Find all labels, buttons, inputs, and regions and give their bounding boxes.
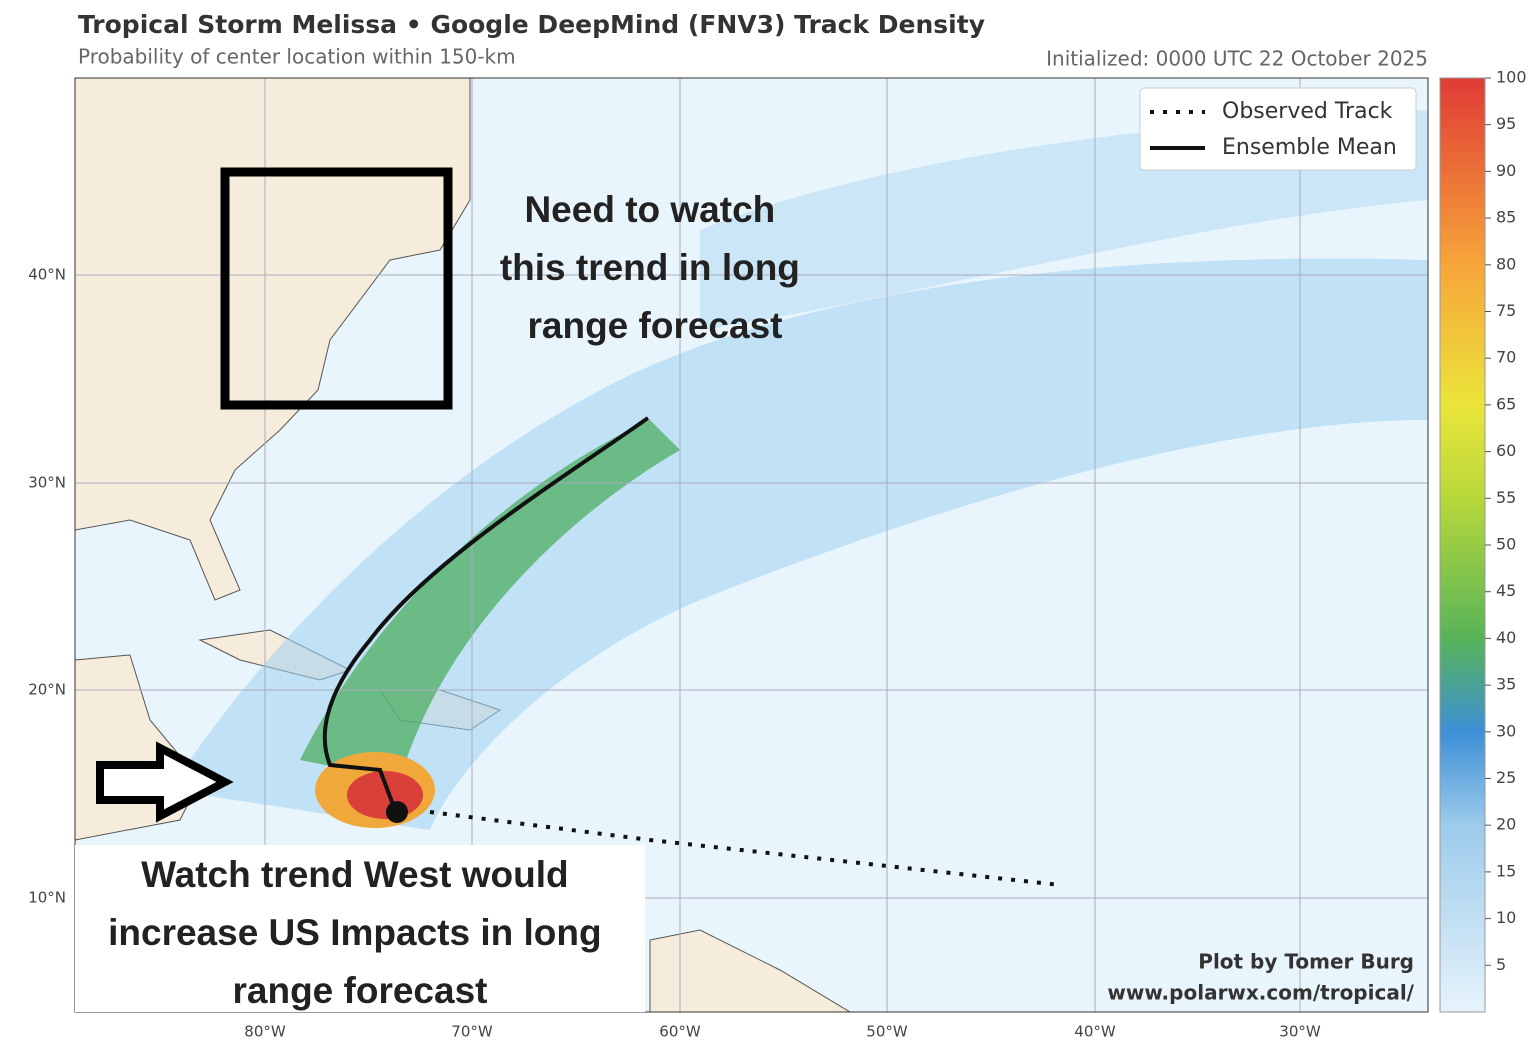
subtitle: Probability of center location within 15… — [78, 45, 516, 69]
colorbar-tick-label: 75 — [1496, 301, 1516, 320]
lat-label: 40°N — [28, 266, 66, 284]
init-time: Initialized: 0000 UTC 22 October 2025 — [1046, 47, 1428, 71]
title: Tropical Storm Melissa • Google DeepMind… — [78, 10, 985, 39]
colorbar-tick-label: 40 — [1496, 628, 1516, 647]
legend-box — [1139, 87, 1417, 171]
lon-label: 60°W — [659, 1023, 701, 1041]
colorbar-tick-label: 85 — [1496, 208, 1516, 227]
lon-label: 50°W — [866, 1023, 908, 1041]
colorbar-tick-label: 10 — [1496, 908, 1516, 927]
colorbar-tick-label: 55 — [1496, 488, 1516, 507]
lon-label: 30°W — [1279, 1023, 1321, 1041]
colorbar-ramp — [1439, 77, 1486, 1013]
colorbar: 5 10 15 20 25 30 35 40 45 50 55 60 65 70 75 80 85 90 95 100 — [1439, 68, 1527, 1013]
colorbar-tick-label: 70 — [1496, 348, 1516, 367]
colorbar-tick-label: 95 — [1496, 114, 1516, 133]
observed-track — [429, 810, 1061, 887]
colorbar-tick-label: 15 — [1496, 861, 1516, 880]
colorbar-tick-label: 5 — [1496, 955, 1506, 974]
colorbar-tick-label: 100 — [1496, 68, 1527, 87]
credit: Plot by Tomer Burg — [1198, 950, 1414, 974]
colorbar-tick-label: 65 — [1496, 394, 1516, 413]
colorbar-tick-label: 80 — [1496, 254, 1516, 273]
lat-label: 20°N — [28, 681, 66, 699]
arrow — [96, 741, 234, 823]
highlight-box — [220, 167, 453, 410]
lat-label: 10°N — [28, 889, 66, 907]
colorbar-tick-label: 20 — [1496, 815, 1516, 834]
ensemble-mean-track — [322, 416, 650, 811]
legend-label: Observed Track — [1222, 99, 1393, 124]
colorbar-tick-label: 45 — [1496, 581, 1516, 600]
lon-label: 70°W — [451, 1023, 493, 1041]
grid — [75, 78, 1428, 1012]
colorbar-tick-label: 30 — [1496, 721, 1516, 740]
credit-url: www.polarwx.com/tropical/ — [1107, 981, 1414, 1005]
lat-label: 30°N — [28, 474, 66, 492]
land-south-america — [649, 929, 851, 1012]
annotation-west: Watch trend West would increase US Impac… — [108, 854, 612, 1011]
colorbar-tick-label: 35 — [1496, 675, 1516, 694]
lon-label: 40°W — [1074, 1023, 1116, 1041]
colorbar-tick-label: 60 — [1496, 441, 1516, 460]
colorbar-tick-label: 90 — [1496, 161, 1516, 180]
storm-center — [386, 801, 408, 823]
legend: Observed Track Ensemble Mean — [1139, 87, 1417, 171]
track-swath — [170, 258, 1428, 830]
legend-label: Ensemble Mean — [1222, 135, 1397, 160]
annotation-panel — [75, 845, 645, 1012]
colorbar-tick-label: 25 — [1496, 768, 1516, 787]
colorbar-tick-label: 50 — [1496, 535, 1516, 554]
annotation-northeast: Need to watch this trend in long range f… — [500, 189, 810, 346]
land-north-america — [75, 78, 471, 601]
map-frame — [74, 77, 1429, 1013]
lon-label: 80°W — [244, 1023, 286, 1041]
